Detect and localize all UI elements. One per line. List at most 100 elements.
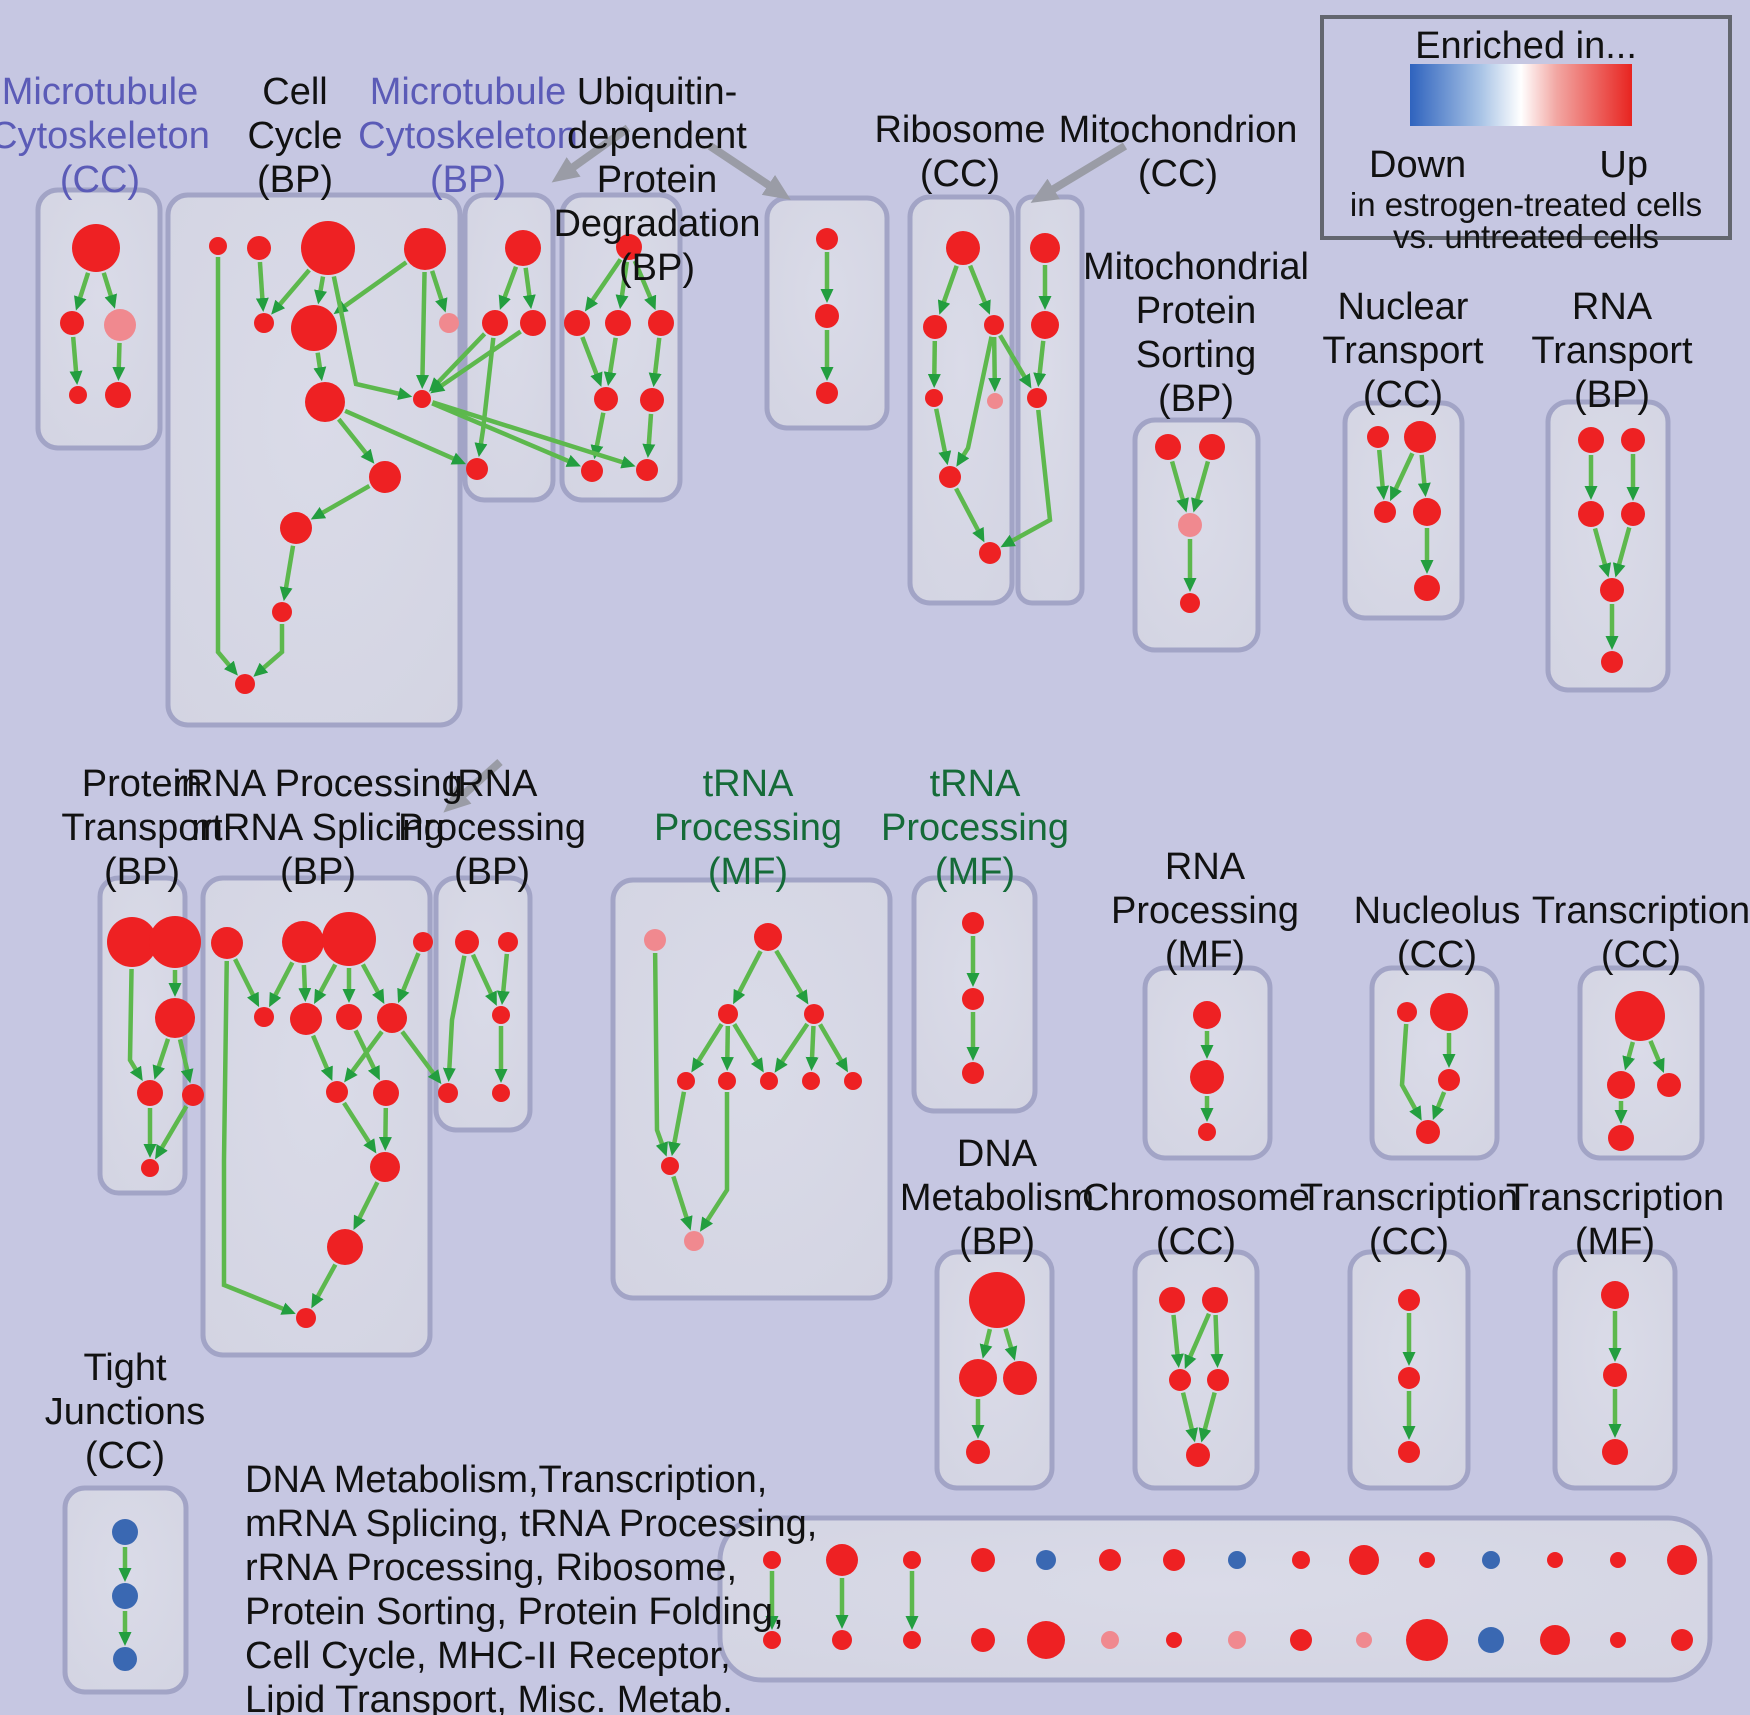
edge (271, 268, 311, 315)
go-term-node (211, 927, 243, 959)
edge (233, 958, 260, 1008)
go-term-node (305, 382, 345, 422)
edge (1622, 1041, 1635, 1071)
go-term-node (1374, 501, 1396, 523)
go-term-node (1578, 427, 1604, 453)
go-term-node (301, 221, 355, 275)
go-term-node (605, 310, 631, 336)
go-term-node (291, 305, 337, 351)
edge (431, 401, 581, 467)
cluster-box (610, 877, 893, 1301)
legend-subtitle-1: in estrogen-treated cells (1349, 186, 1703, 223)
edge (101, 272, 117, 309)
go-term-node (247, 236, 271, 260)
go-term-node (754, 923, 782, 951)
edge (1390, 452, 1415, 502)
go-term-node (272, 602, 292, 622)
legend-subtitle-2: vs. untreated cells (1393, 218, 1659, 255)
edge (311, 1263, 338, 1309)
go-term-node (1413, 498, 1441, 526)
go-term-node (369, 461, 401, 493)
cluster-box (717, 1515, 1713, 1683)
go-term-node (1607, 1071, 1635, 1099)
go-term-node (1101, 1631, 1119, 1649)
edge (774, 949, 809, 1005)
go-term-node (826, 1544, 858, 1576)
go-term-node (923, 315, 947, 339)
edge (1170, 1314, 1184, 1369)
go-term-node (327, 1229, 363, 1265)
edge (221, 960, 296, 1315)
go-term-node (763, 1631, 781, 1649)
edge (988, 336, 1002, 393)
edge (1432, 1091, 1447, 1120)
go-term-node (1414, 575, 1440, 601)
go-term-node (962, 988, 984, 1010)
edge (732, 1023, 764, 1073)
go-term-node (104, 309, 136, 341)
cluster-box (1577, 965, 1705, 1161)
go-term-node (235, 674, 255, 694)
go-term-node (644, 929, 666, 951)
edge (152, 1038, 171, 1080)
go-term-node (290, 1003, 322, 1035)
edge (954, 487, 985, 543)
go-term-node (1292, 1551, 1310, 1569)
edge (215, 257, 238, 676)
go-term-node (1003, 1361, 1037, 1395)
edge (310, 1034, 333, 1081)
go-term-node (1027, 388, 1047, 408)
go-term-node (1180, 593, 1200, 613)
go-term-node (1166, 1632, 1182, 1648)
edge (400, 1030, 442, 1085)
edge (353, 1181, 380, 1231)
go-term-node (718, 1072, 736, 1090)
go-term-node (969, 1272, 1025, 1328)
go-term-node (280, 512, 312, 544)
edge (498, 265, 519, 310)
edge (968, 264, 991, 315)
go-term-node (1193, 1001, 1221, 1029)
go-term-node (1398, 1367, 1420, 1389)
go-term-node (439, 313, 459, 333)
go-term-node (296, 1308, 316, 1328)
edge (590, 412, 606, 460)
go-term-node (137, 1080, 163, 1106)
go-term-node (492, 1084, 510, 1102)
edge (522, 267, 536, 310)
go-term-node (763, 1551, 781, 1569)
go-term-node (1671, 1629, 1693, 1651)
go-term-node (1031, 311, 1059, 339)
go-term-node (1169, 1369, 1191, 1391)
cluster-box (1342, 400, 1465, 621)
go-term-node (1228, 1551, 1246, 1569)
go-term-node (155, 998, 195, 1038)
edge (1210, 1314, 1224, 1369)
go-term-node (946, 231, 980, 265)
go-term-node (1621, 502, 1645, 526)
go-term-node (373, 1080, 399, 1106)
edge (1592, 527, 1612, 578)
go-term-node (72, 224, 120, 272)
edge (415, 271, 429, 390)
go-term-node (438, 1083, 458, 1103)
go-term-node (149, 916, 201, 968)
edge (342, 1101, 377, 1154)
edge (956, 336, 994, 467)
misc-clusters-note: DNA Metabolism,Transcription, mRNA Splic… (245, 1459, 818, 1715)
go-term-node (1416, 1120, 1440, 1144)
edge (333, 260, 408, 315)
edge (336, 417, 375, 464)
go-term-node (254, 313, 274, 333)
go-term-node (1036, 1550, 1056, 1570)
edge (177, 1038, 194, 1084)
edge (470, 953, 497, 1006)
edge (1000, 409, 1053, 548)
go-term-node (112, 1583, 138, 1609)
legend-up-label: Up (1599, 144, 1648, 186)
go-term-node (844, 1072, 862, 1090)
edge (269, 961, 295, 1008)
legend-title: Enriched in... (1415, 25, 1637, 67)
cluster-box (1545, 399, 1671, 693)
go-term-node (1430, 993, 1468, 1031)
